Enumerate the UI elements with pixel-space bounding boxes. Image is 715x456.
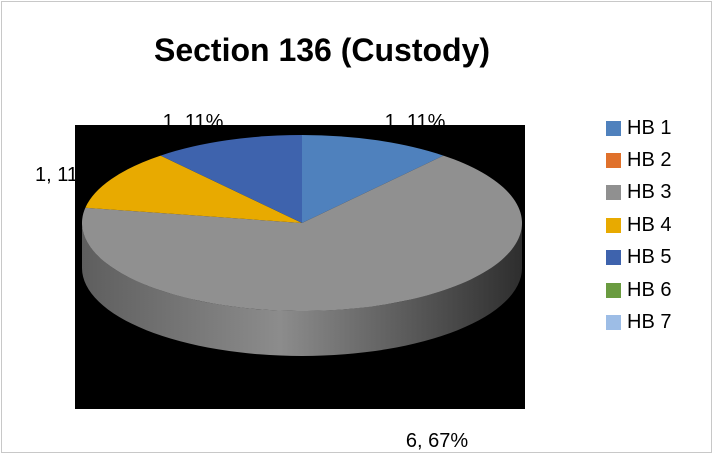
legend-swatch	[606, 282, 621, 298]
legend-item-hb-2: HB 2	[606, 144, 671, 176]
legend-item-hb-7: HB 7	[606, 306, 671, 338]
pie-slice-hb-1	[302, 135, 444, 223]
legend-swatch	[606, 120, 621, 136]
legend-label: HB 6	[627, 278, 672, 301]
legend-label: HB 3	[627, 181, 672, 204]
legend-item-hb-4: HB 4	[606, 209, 671, 241]
pie-side	[82, 223, 522, 356]
legend-item-hb-5: HB 5	[606, 242, 671, 274]
legend-label: HB 7	[627, 311, 672, 334]
legend-label: HB 4	[627, 213, 672, 236]
legend-label: HB 2	[627, 149, 672, 172]
pie-slice-hb-3	[82, 155, 523, 311]
pie-slice-hb-5	[160, 135, 302, 223]
chart-title: Section 136 (Custody)	[153, 32, 491, 68]
legend-swatch	[606, 250, 621, 266]
legend-item-hb-1: HB 1	[606, 112, 671, 144]
legend-label: HB 1	[627, 116, 672, 139]
legend-swatch	[606, 185, 621, 201]
pie-slice-hb-4	[85, 155, 303, 223]
data-label-hb-4: 1, 11%	[35, 164, 96, 186]
data-label-hb-5: 1, 11%	[163, 111, 224, 133]
legend-item-hb-3: HB 3	[606, 177, 671, 209]
legend-item-hb-6: HB 6	[606, 274, 671, 306]
data-label-hb-1: 1, 11%	[385, 111, 446, 133]
data-label-hb-3: 6, 67%	[406, 430, 468, 452]
legend-swatch	[606, 217, 621, 233]
legend-label: HB 5	[627, 246, 672, 269]
legend-swatch	[606, 315, 621, 331]
legend: HB 1 HB 2 HB 3 HB 4 HB 5 HB 6 HB 7	[606, 112, 671, 339]
legend-swatch	[606, 153, 621, 169]
